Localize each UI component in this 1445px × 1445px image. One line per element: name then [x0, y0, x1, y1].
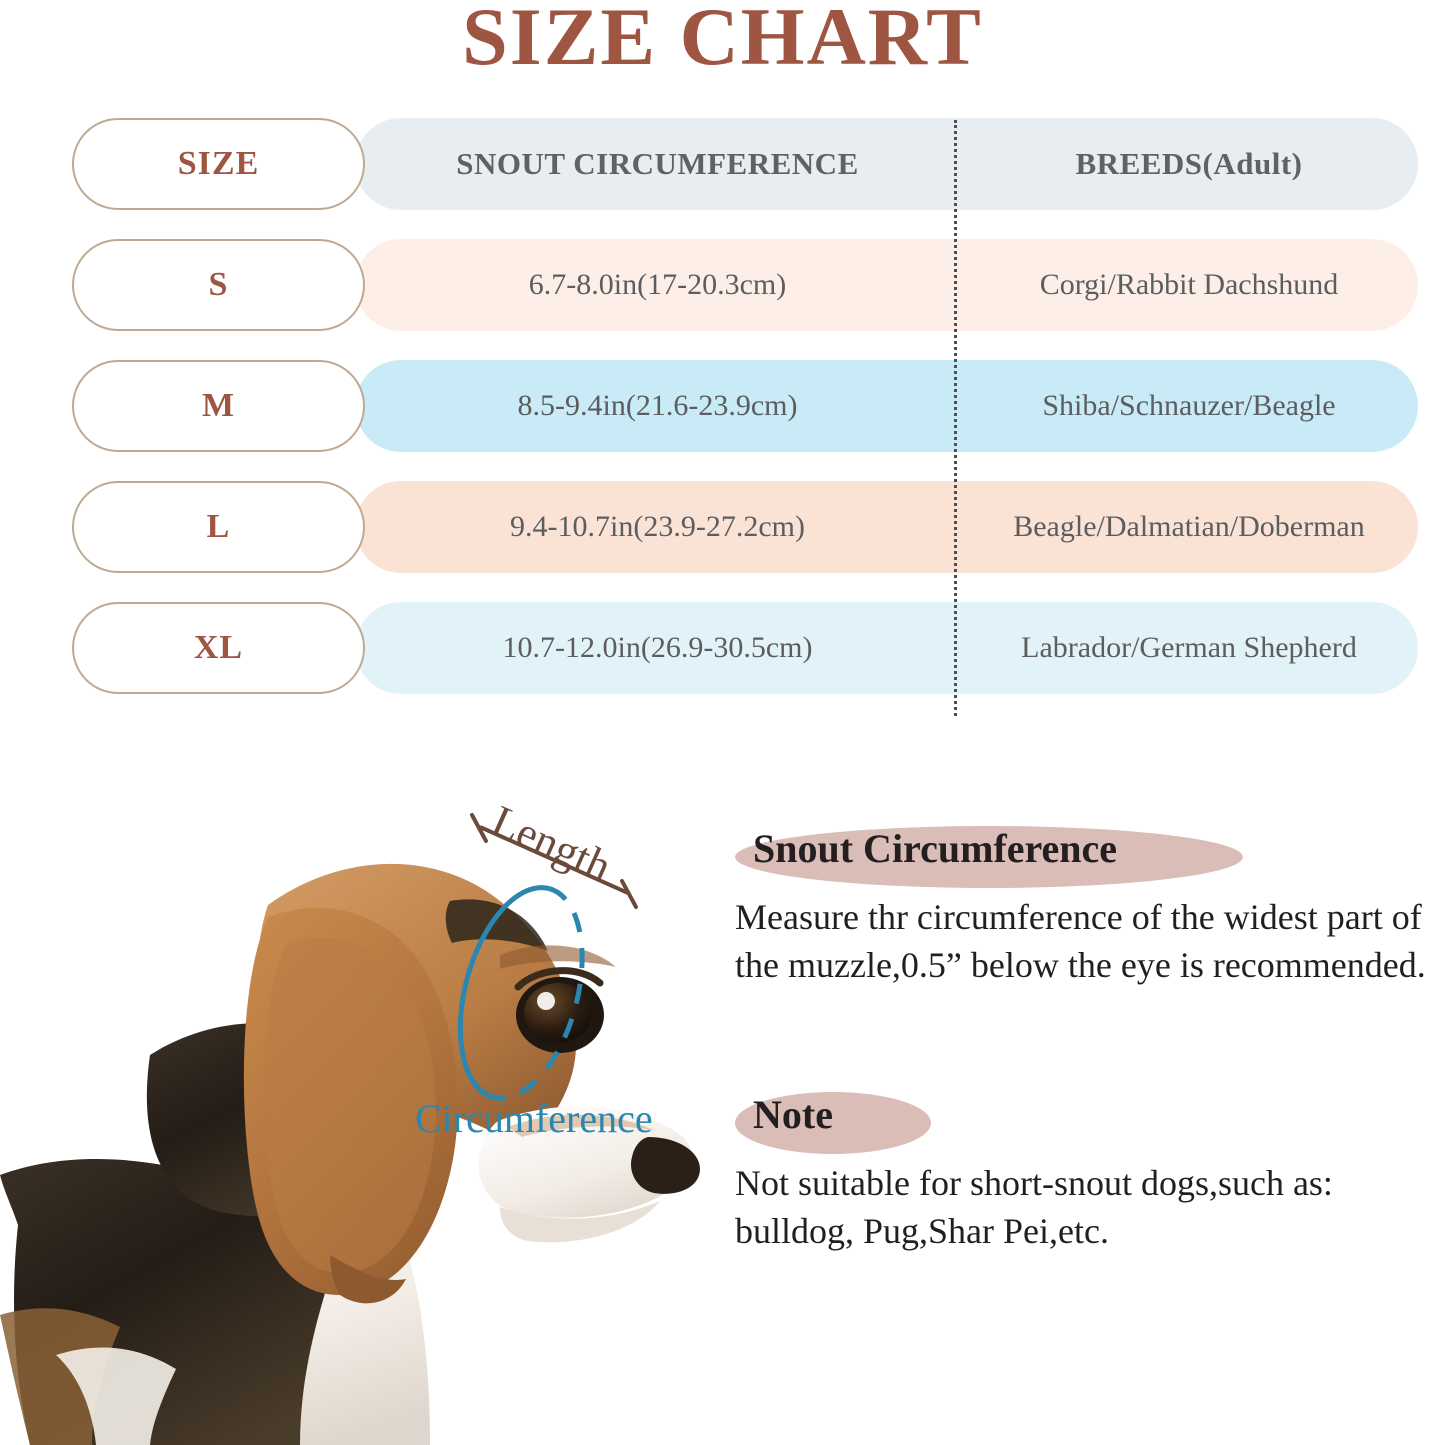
snout-value-s: 6.7-8.0in(17-20.3cm)	[528, 268, 787, 301]
row-band-s	[355, 239, 1418, 331]
note-body-text: Not suitable for short-snout dogs,such a…	[735, 1162, 1333, 1251]
header-band	[355, 118, 1418, 210]
circumference-label: Circumference	[415, 1096, 653, 1141]
annotation-overlay	[457, 813, 638, 1101]
breeds-value-l: Beagle/Dalmatian/Doberman	[1013, 510, 1365, 543]
breeds-value-m: Shiba/Schnauzer/Beagle	[1042, 389, 1336, 422]
note-heading-text: Note	[753, 1091, 833, 1137]
row-band-m	[355, 360, 1418, 452]
snout-heading-block: Snout Circumference	[735, 820, 1435, 888]
size-label-xl: XL	[193, 629, 244, 666]
snout-heading-ellipse	[735, 826, 1243, 888]
column-divider	[954, 120, 957, 716]
snout-heading-text: Snout Circumference	[753, 826, 1118, 871]
snout-value-l: 9.4-10.7in(23.9-27.2cm)	[510, 510, 805, 543]
page-title: SIZE CHART	[462, 0, 983, 82]
circumference-ellipse	[457, 885, 585, 1101]
header-snout-label: SNOUT CIRCUMFERENCE	[456, 146, 859, 181]
note-heading-block: Note	[735, 1086, 1435, 1154]
breeds-value-xl: Labrador/German Shepherd	[1021, 631, 1357, 664]
size-pill-xl: XL	[72, 602, 365, 694]
measurement-annotations: Length Circumference	[0, 755, 700, 1445]
size-label-l: L	[206, 508, 231, 545]
size-pill-l: L	[72, 481, 365, 573]
beagle-illustration	[0, 863, 700, 1445]
snout-body-text: Measure thr circumference of the widest …	[735, 897, 1426, 985]
size-label-m: M	[201, 387, 236, 424]
header-size-label: SIZE	[177, 145, 260, 182]
size-pill-m: M	[72, 360, 365, 452]
length-dimension-line	[470, 813, 638, 909]
size-table: SIZE SNOUT CIRCUMFERENCE BREEDS(Adult) S…	[0, 118, 1445, 718]
dog-photo	[0, 755, 700, 1445]
row-band-xl	[355, 602, 1418, 694]
snout-value-xl: 10.7-12.0in(26.9-30.5cm)	[502, 631, 813, 664]
info-panel: Snout Circumference Measure thr circumfe…	[735, 820, 1435, 1256]
header-size-pill: SIZE	[72, 118, 365, 210]
breeds-value-s: Corgi/Rabbit Dachshund	[1039, 268, 1339, 301]
size-pill-s: S	[72, 239, 365, 331]
size-label-s: S	[208, 266, 229, 303]
row-band-l	[355, 481, 1418, 573]
snout-value-m: 8.5-9.4in(21.6-23.9cm)	[517, 389, 798, 422]
note-heading-ellipse	[735, 1091, 931, 1154]
header-breeds-label: BREEDS(Adult)	[1075, 146, 1303, 181]
